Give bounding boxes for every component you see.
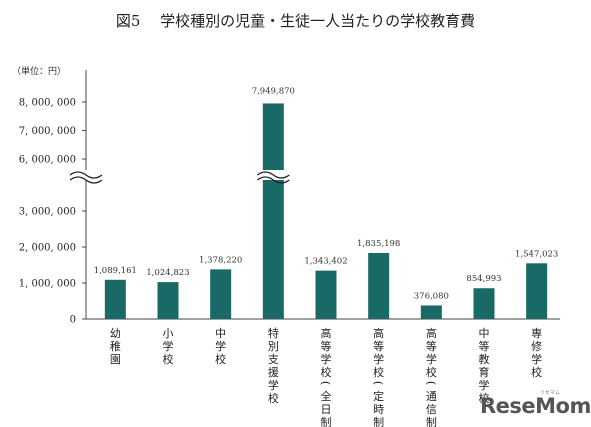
y-tick-label: 1, 000, 000 [19, 279, 76, 290]
bar [315, 270, 337, 319]
category-label-char: 学 [479, 378, 490, 392]
y-tick-label: 0 [70, 315, 76, 326]
data-label: 1,835,198 [357, 239, 400, 249]
category-label-char: 等 [479, 339, 490, 353]
bar [104, 279, 126, 319]
category-label-char: 専 [531, 327, 542, 340]
category-label-char: 校 [268, 391, 279, 405]
category-label-char: 学 [321, 352, 332, 366]
chart-title: 図5 学校種別の児童・生徒一人当たりの学校教育費 [115, 12, 476, 30]
category-label-char: 制 [321, 416, 332, 427]
category-label-char: 等 [426, 339, 437, 353]
category-label-char: 校 [479, 391, 490, 405]
category-label-char: 中 [479, 327, 490, 340]
data-label: 7,949,870 [252, 86, 295, 96]
category-label-char: 幼 [110, 327, 121, 340]
category-label-char: 全 [321, 389, 332, 403]
category-label-char: 高 [321, 326, 332, 340]
unit-label: （単位：円） [12, 65, 66, 77]
category-label-char: 等 [373, 339, 384, 353]
y-tick-label: 2, 000, 000 [19, 243, 76, 254]
category-label-char: 学 [426, 352, 437, 366]
category-label-char: 信 [426, 403, 437, 416]
category-label-char: 園 [110, 353, 121, 366]
category-label-char: 稚 [110, 340, 121, 353]
resemom-logo: ReseMom [480, 394, 591, 418]
data-label: 1,547,023 [515, 249, 558, 259]
axis-break-mark [69, 176, 103, 184]
bar-break-mark [256, 171, 290, 179]
category-label-char: 等 [321, 339, 332, 353]
category-label-char: 学 [531, 352, 542, 366]
category-label-char: ( [319, 381, 332, 385]
category-label-char: 高 [373, 326, 384, 340]
bar [157, 282, 179, 319]
category-label-char: 特 [268, 326, 279, 340]
category-label-char: 学 [268, 378, 279, 392]
data-label: 1,089,161 [94, 266, 137, 276]
bar [210, 269, 232, 319]
category-label-char: 別 [268, 340, 279, 353]
y-tick-label: 8, 000, 000 [19, 98, 76, 109]
data-label: 854,993 [466, 274, 501, 284]
y-tick-label: 3, 000, 000 [19, 207, 76, 218]
category-label-char: 校 [321, 365, 332, 379]
category-label-char: 時 [373, 403, 384, 416]
category-label-char: 支 [268, 353, 279, 366]
category-label-char: 校 [426, 365, 437, 379]
category-label-char: 校 [215, 352, 226, 366]
category-label-char: 小 [163, 327, 174, 340]
category-label-char: 定 [373, 389, 384, 403]
category-label-char: 修 [531, 339, 542, 353]
bar [526, 263, 548, 319]
resemom-logo-kana: リセマム [540, 390, 561, 396]
category-label-char: ( [424, 381, 437, 385]
category-label-char: 制 [373, 416, 384, 427]
category-label-char: 通 [426, 390, 437, 403]
category-label-char: 校 [373, 365, 384, 379]
category-label-char: 教 [479, 353, 490, 366]
bar [420, 305, 442, 319]
category-label-char: 学 [215, 339, 226, 353]
category-label-char: 校 [531, 365, 542, 379]
data-label: 376,080 [414, 291, 449, 301]
bar [262, 103, 284, 319]
category-label-char: 学 [163, 339, 174, 353]
bar-break-mark [256, 176, 290, 184]
category-label-char: 中 [215, 327, 226, 340]
category-label-char: 校 [163, 352, 174, 366]
category-label-char: 制 [426, 416, 437, 427]
category-label-char: 援 [268, 365, 279, 379]
y-tick-label: 6, 000, 000 [19, 155, 76, 166]
bar [473, 288, 495, 319]
category-label-char: 高 [426, 326, 437, 340]
data-label: 1,378,220 [199, 255, 242, 265]
bar [368, 252, 390, 319]
data-label: 1,343,402 [304, 257, 347, 267]
axis-break-mark [69, 171, 103, 179]
category-label-char: 学 [373, 352, 384, 366]
category-label-char: 日 [321, 403, 332, 416]
category-label-char: ( [372, 381, 385, 385]
category-label-char: 育 [479, 365, 490, 379]
y-tick-label: 7, 000, 000 [19, 126, 76, 137]
data-label: 1,024,823 [146, 268, 189, 278]
